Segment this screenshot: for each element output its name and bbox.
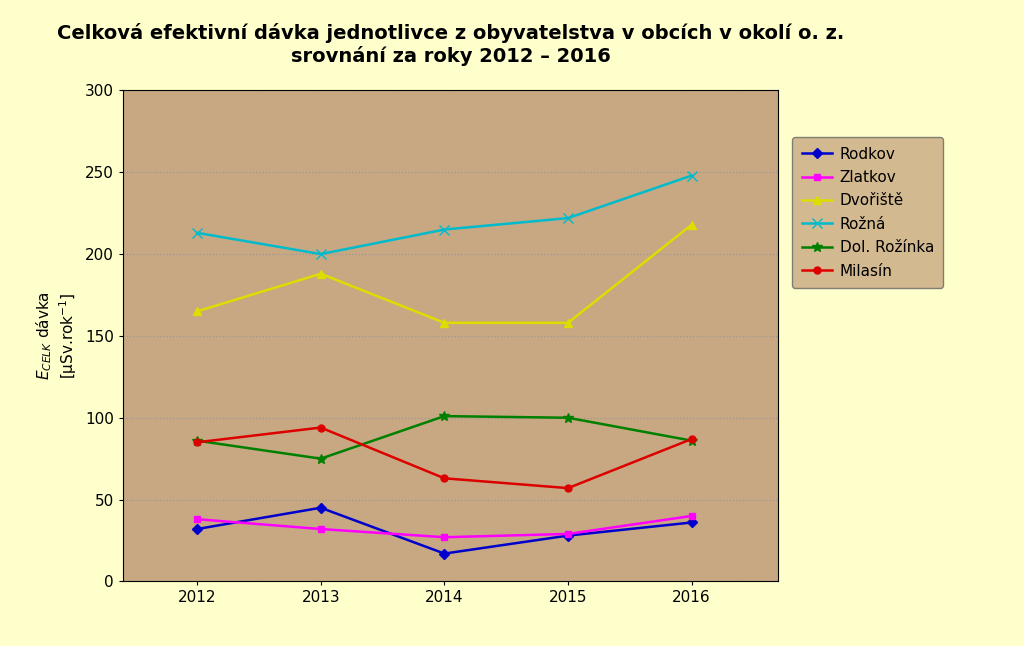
Rodkov: [438, 550, 451, 557]
Dvořiště: [314, 270, 327, 278]
Milasín: [685, 435, 697, 443]
Zlatkov: [438, 534, 451, 541]
Milasín: [562, 484, 574, 492]
Milasín: [314, 424, 327, 432]
Rožná: [190, 229, 203, 236]
Dvořiště: [190, 307, 203, 315]
Rodkov: [314, 504, 327, 512]
Zlatkov: [562, 530, 574, 538]
Rožná: [562, 214, 574, 222]
Rodkov: [562, 532, 574, 539]
Zlatkov: [685, 512, 697, 520]
Text: Celková efektivní dávka jednotlivce z obyvatelstva v obcích v okolí o. z.
srovná: Celková efektivní dávka jednotlivce z ob…: [57, 23, 844, 66]
Rožná: [438, 225, 451, 233]
Dvořiště: [562, 319, 574, 327]
Dol. Rožínka: [190, 437, 203, 444]
Y-axis label: $\it{E}_{CELK}$ dávka
[μSv.rok$^{-1}$]: $\it{E}_{CELK}$ dávka [μSv.rok$^{-1}$]: [35, 291, 79, 380]
Rodkov: [190, 525, 203, 533]
Dol. Rožínka: [562, 414, 574, 422]
Milasín: [190, 439, 203, 446]
Line: Zlatkov: Zlatkov: [194, 512, 695, 541]
Milasín: [438, 474, 451, 482]
Dol. Rožínka: [314, 455, 327, 463]
Line: Dol. Rožínka: Dol. Rožínka: [193, 412, 696, 464]
Dvořiště: [438, 319, 451, 327]
Rodkov: [685, 519, 697, 526]
Legend: Rodkov, Zlatkov, Dvořiště, Rožná, Dol. Rožínka, Milasín: Rodkov, Zlatkov, Dvořiště, Rožná, Dol. R…: [793, 138, 943, 287]
Line: Rožná: Rožná: [193, 171, 696, 259]
Rožná: [685, 172, 697, 180]
Line: Rodkov: Rodkov: [194, 505, 695, 557]
Rožná: [314, 250, 327, 258]
Dol. Rožínka: [438, 412, 451, 420]
Zlatkov: [314, 525, 327, 533]
Zlatkov: [190, 516, 203, 523]
Dvořiště: [685, 221, 697, 229]
Line: Milasín: Milasín: [194, 424, 695, 492]
Line: Dvořiště: Dvořiště: [193, 220, 696, 327]
Dol. Rožínka: [685, 437, 697, 444]
